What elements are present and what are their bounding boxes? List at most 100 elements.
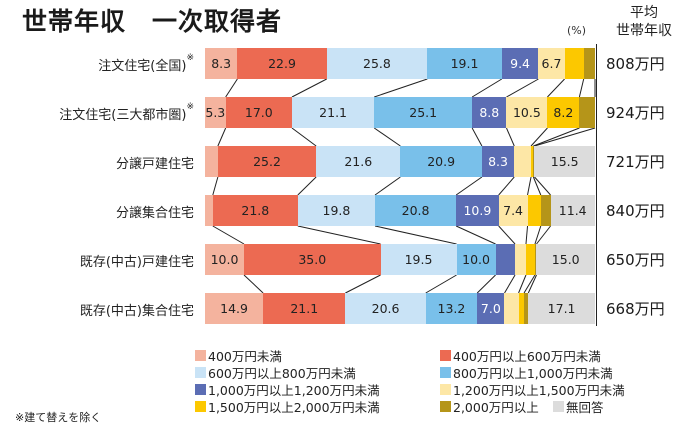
unit-label: (%) <box>567 24 587 37</box>
bar-segment <box>205 146 218 177</box>
legend-swatch <box>440 401 451 412</box>
bar-segment: 20.9 <box>400 146 482 177</box>
legend-label: 800万円以上1,000万円未満 <box>453 366 613 381</box>
bar-segment: 5.3 <box>205 97 226 128</box>
avg-income-value: 924万円 <box>606 104 665 122</box>
bar-segment: 13.2 <box>425 293 478 324</box>
bar-segment <box>540 195 551 226</box>
bar-segment: 10.0 <box>205 244 244 275</box>
legend-label: 600万円以上800万円未満 <box>208 366 356 381</box>
row-label-text: 注文住宅(三大都市圏) <box>59 108 187 123</box>
bar-segment: 19.1 <box>427 48 502 79</box>
bar-segment: 17.0 <box>225 97 292 128</box>
bar-segment: 9.4 <box>501 48 539 79</box>
row-label: 分譲戸建住宅 <box>116 153 194 172</box>
bar-row: 5.3 17.0 21.1 25.1 8.8 10.5 8.2 <box>205 97 595 128</box>
bar-segment: 11.4 <box>550 195 595 226</box>
bar-segment <box>205 195 213 226</box>
bar-segment: 6.7 <box>538 48 565 79</box>
avg-income-value: 650万円 <box>606 251 665 269</box>
bar-segment: 20.8 <box>375 195 457 226</box>
bar-segment <box>534 244 537 275</box>
legend-item: 2,000万円以上 <box>440 397 539 416</box>
legend-label: 1,500万円以上2,000万円未満 <box>208 400 380 415</box>
row-label-text: 既存(中古)集合住宅 <box>79 304 194 319</box>
bar-segment: 10.0 <box>456 244 496 275</box>
bar-segment: 8.8 <box>472 97 507 128</box>
legend-swatch <box>440 384 451 395</box>
footnote: ※建て替えを除く <box>15 411 102 424</box>
row-label-text: 既存(中古)戸建住宅 <box>79 255 194 270</box>
asterisk-mark: ※ <box>186 53 194 63</box>
legend-item: 400万円以上600万円未満 <box>440 346 601 365</box>
legend-label: 1,200万円以上1,500万円未満 <box>453 383 625 398</box>
legend-label: 2,000万円以上 <box>453 400 539 415</box>
row-label-text: 注文住宅(全国) <box>98 59 187 74</box>
bar-segment: 8.2 <box>547 97 580 128</box>
bar-segment: 15.0 <box>536 244 595 275</box>
legend-item: 無回答 <box>553 397 604 416</box>
asterisk-mark: ※ <box>186 102 194 112</box>
avg-header-line2: 世帯年収 <box>616 23 672 39</box>
bar-segment: 17.1 <box>528 293 595 324</box>
avg-income-value: 840万円 <box>606 202 665 220</box>
bar-segment <box>527 195 541 226</box>
bar-segment <box>564 48 584 79</box>
avg-income-value: 668万円 <box>606 300 665 318</box>
bar-segment <box>515 244 526 275</box>
legend-swatch <box>195 401 206 412</box>
bar-row: 8.3 22.9 25.8 19.1 9.4 6.7 <box>205 48 595 79</box>
row-label: 既存(中古)戸建住宅 <box>80 251 194 270</box>
bar-segment: 21.1 <box>291 97 375 128</box>
bar-row: 14.9 21.1 20.6 13.2 7.0 17.1 <box>205 293 595 324</box>
legend-item: 1,500万円以上2,000万円未満 <box>195 397 380 416</box>
bar-segment: 15.5 <box>534 146 595 177</box>
bar-segment: 21.8 <box>212 195 298 226</box>
legend-swatch <box>440 350 451 361</box>
bar-segment: 8.3 <box>205 48 238 79</box>
bar-segment: 25.8 <box>326 48 428 79</box>
bar-segment: 22.9 <box>237 48 327 79</box>
bar-row: 25.2 21.6 20.9 8.3 15.5 <box>205 146 595 177</box>
legend-swatch <box>440 367 451 378</box>
bar-segment <box>504 293 519 324</box>
legend-item: 1,000万円以上1,200万円未満 <box>195 380 380 399</box>
bar-segment <box>518 293 524 324</box>
avg-header-line1: 平均 <box>630 5 658 21</box>
bar-segment: 19.5 <box>380 244 457 275</box>
bar-row: 10.0 35.0 19.5 10.0 15.0 <box>205 244 595 275</box>
legend-item: 800万円以上1,000万円未満 <box>440 363 613 382</box>
bar-segment: 25.1 <box>374 97 473 128</box>
bar-segment: 19.8 <box>297 195 376 226</box>
bar-segment: 21.6 <box>316 146 401 177</box>
row-label: 分譲集合住宅 <box>116 202 194 221</box>
bar-segment <box>583 48 595 79</box>
bar-segment: 35.0 <box>244 244 381 275</box>
legend-label: 1,000万円以上1,200万円未満 <box>208 383 380 398</box>
bar-segment: 14.9 <box>205 293 264 324</box>
row-label-text: 分譲戸建住宅 <box>115 157 194 172</box>
legend-swatch <box>195 367 206 378</box>
bar-segment <box>533 146 535 177</box>
legend-item: 1,200万円以上1,500万円未満 <box>440 380 625 399</box>
row-label: 注文住宅(全国)※ <box>98 53 194 74</box>
row-label: 既存(中古)集合住宅 <box>80 300 194 319</box>
bar-segment <box>514 146 531 177</box>
row-label: 注文住宅(三大都市圏)※ <box>59 102 194 123</box>
bar-segment: 21.1 <box>263 293 346 324</box>
legend-label: 400万円未満 <box>208 349 282 364</box>
bar-segment: 10.5 <box>506 97 548 128</box>
divider-line <box>596 44 597 326</box>
avg-income-value: 808万円 <box>606 55 665 73</box>
bar-segment: 7.4 <box>498 195 528 226</box>
bar-segment <box>579 97 595 128</box>
bar-segment <box>523 293 529 324</box>
avg-income-value: 721万円 <box>606 153 665 171</box>
legend-swatch <box>553 401 564 412</box>
legend-item: 600万円以上800万円未満 <box>195 363 356 382</box>
legend-item: 400万円未満 <box>195 346 282 365</box>
bar-segment: 7.0 <box>477 293 505 324</box>
bar-segment <box>495 244 516 275</box>
bar-segment <box>530 146 534 177</box>
bar-segment: 10.9 <box>456 195 499 226</box>
